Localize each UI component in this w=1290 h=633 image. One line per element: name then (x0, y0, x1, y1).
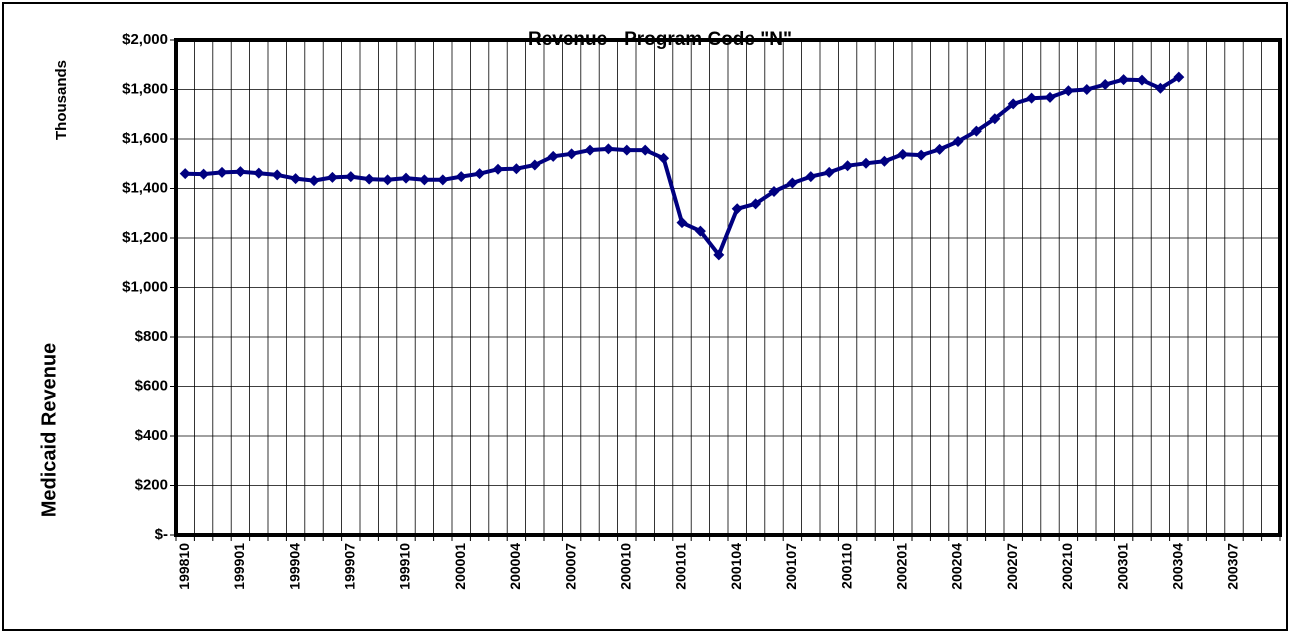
x-tick-label: 199910 (397, 543, 413, 590)
y-unit-label: Thousands (53, 60, 70, 140)
x-tick-label: 199907 (342, 543, 358, 590)
point-marker (1118, 74, 1130, 86)
x-tick-label: 200007 (562, 543, 578, 590)
point-marker (584, 144, 596, 156)
x-tick-label: 200207 (1004, 543, 1020, 590)
x-tick-label: 200210 (1059, 543, 1075, 590)
point-marker (731, 203, 743, 215)
point-marker (878, 155, 890, 167)
y-tick-label: $200 (135, 476, 168, 493)
point-marker (860, 157, 872, 169)
point-marker (234, 166, 246, 178)
x-tick-label: 200304 (1170, 543, 1186, 590)
point-marker (676, 217, 688, 229)
x-tick-label: 200010 (618, 543, 634, 590)
point-marker (934, 143, 946, 155)
point-marker (455, 171, 467, 183)
point-marker (713, 249, 725, 261)
x-tick-label: 200204 (949, 543, 965, 590)
point-marker (621, 144, 633, 156)
y-tick-label: $1,400 (122, 179, 168, 196)
point-marker (400, 172, 412, 184)
point-marker (639, 144, 651, 156)
point-marker (786, 177, 798, 189)
point-marker (363, 173, 375, 185)
point-marker (326, 171, 338, 183)
y-tick-label: $800 (135, 328, 168, 345)
point-marker (1136, 74, 1148, 86)
point-marker (823, 166, 835, 178)
point-marker (1044, 91, 1056, 103)
x-tick-label: 200301 (1114, 543, 1130, 590)
point-marker (418, 174, 430, 186)
point-marker (382, 174, 394, 186)
point-marker (658, 152, 670, 164)
x-tick-label: 200004 (507, 543, 523, 590)
point-marker (345, 171, 357, 183)
x-tick-label: 200101 (673, 543, 689, 590)
point-marker (1026, 92, 1038, 104)
point-marker (842, 160, 854, 172)
point-marker (694, 225, 706, 237)
x-tick-label: 199810 (176, 543, 192, 590)
point-marker (989, 113, 1001, 125)
grid: $- $200 $400 $600 $800 $1,000 $1,200 $1,400 $1,6… (122, 31, 1282, 590)
point-marker (970, 125, 982, 137)
point-marker (474, 168, 486, 180)
point-marker (566, 148, 578, 160)
x-tick-label: 200110 (838, 543, 854, 589)
y-tick-label: $1,000 (122, 278, 168, 295)
y-tick-label: $1,800 (122, 80, 168, 97)
y-tick-label: $600 (135, 377, 168, 394)
point-marker (216, 166, 228, 178)
x-tick-label: 200107 (783, 543, 799, 590)
point-marker (198, 168, 210, 180)
point-marker (492, 163, 504, 175)
x-tick-label: 199904 (286, 543, 302, 590)
point-marker (271, 169, 283, 181)
y-tick-label: $- (155, 526, 168, 543)
point-marker (529, 159, 541, 171)
point-marker (510, 163, 522, 175)
point-marker (897, 148, 909, 160)
x-tick-label: 200201 (894, 543, 910, 590)
point-marker (1099, 79, 1111, 91)
point-marker (179, 168, 191, 180)
point-marker (1154, 82, 1166, 94)
y-tick-label: $1,200 (122, 229, 168, 246)
point-marker (750, 198, 762, 210)
plot (179, 71, 1185, 261)
y-tick-label: $2,000 (122, 31, 168, 48)
point-marker (253, 167, 265, 179)
x-tick-label: 200001 (452, 543, 468, 590)
y-tick-label: $1,600 (122, 130, 168, 147)
y-tick-label: $400 (135, 427, 168, 444)
point-marker (1173, 71, 1185, 83)
plot-frame (174, 38, 1282, 537)
y-axis-title: Medicaid Revenue (38, 343, 60, 518)
point-marker (805, 171, 817, 183)
point-marker (1062, 85, 1074, 97)
point-marker (437, 174, 449, 186)
point-marker (602, 143, 614, 155)
point-marker (952, 135, 964, 147)
point-marker (1007, 98, 1019, 110)
point-marker (915, 149, 927, 161)
point-marker (1081, 84, 1093, 95)
x-tick-label: 200307 (1225, 543, 1241, 590)
x-tick-label: 199901 (231, 543, 247, 590)
point-marker (308, 175, 320, 187)
point-marker (547, 150, 559, 162)
chart-title: Revenue - Program Code "N" (528, 29, 792, 50)
point-marker (768, 185, 780, 197)
x-tick-label: 200104 (728, 543, 744, 590)
point-marker (290, 173, 302, 185)
